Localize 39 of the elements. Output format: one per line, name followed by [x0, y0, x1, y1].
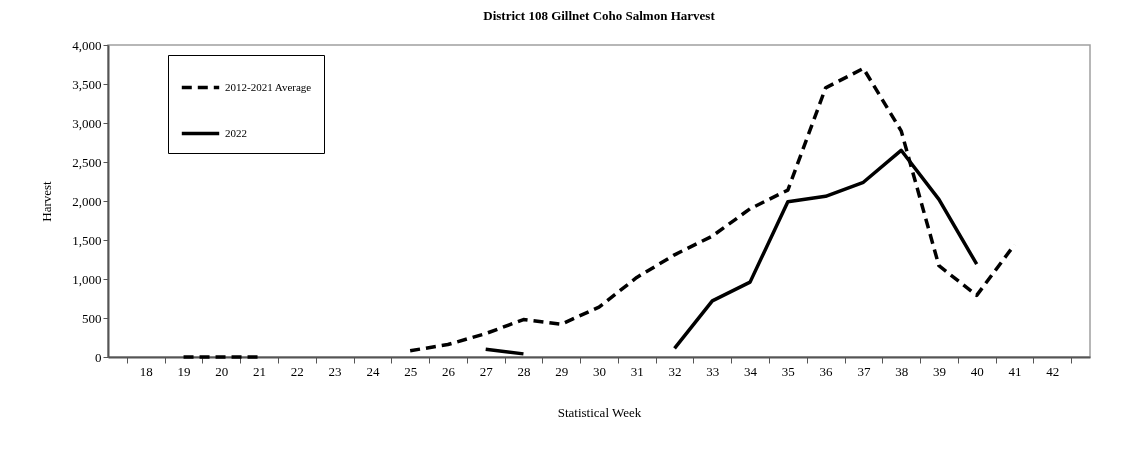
x-tick-label: 35 — [781, 363, 795, 379]
x-tick-label: 42 — [1046, 363, 1060, 379]
x-tick-label: 21 — [253, 363, 267, 379]
legend-label: 2012-2021 Average — [225, 80, 312, 93]
y-tick-label: 2,000 — [72, 193, 102, 209]
x-tick-label: 23 — [328, 363, 342, 379]
x-tick-label: 29 — [555, 363, 569, 379]
x-tick-label: 31 — [630, 363, 644, 379]
y-tick-label: 500 — [82, 310, 102, 326]
y-tick-label: 1,000 — [72, 271, 102, 287]
y-axis-title: Harvest — [39, 180, 55, 222]
x-tick-label: 24 — [366, 363, 380, 379]
x-tick-label: 18 — [139, 363, 153, 379]
x-tick-label: 39 — [932, 363, 946, 379]
y-tick-label: 3,500 — [72, 76, 102, 92]
x-tick-label: 28 — [517, 363, 531, 379]
x-tick-label: 25 — [404, 363, 418, 379]
x-tick-label: 33 — [706, 363, 720, 379]
x-tick-label: 30 — [593, 363, 606, 379]
chart-title: District 108 Gillnet Coho Salmon Harvest — [483, 8, 716, 23]
x-tick-label: 34 — [744, 363, 758, 379]
x-tick-label: 32 — [668, 363, 682, 379]
x-tick-label: 26 — [441, 363, 456, 379]
y-tick-label: 4,000 — [72, 37, 102, 53]
x-tick-label: 19 — [177, 363, 191, 379]
x-tick-label: 41 — [1008, 363, 1022, 379]
y-tick-label: 2,500 — [72, 154, 102, 170]
x-axis-title: Statistical Week — [557, 404, 642, 420]
x-tick-label: 40 — [970, 363, 984, 379]
x-tick-label: 38 — [895, 363, 909, 379]
x-tick-label: 37 — [857, 363, 871, 379]
y-tick-label: 3,000 — [72, 115, 102, 131]
x-tick-label: 36 — [819, 363, 834, 379]
x-tick-label: 22 — [290, 363, 304, 379]
y-tick-label: 0 — [95, 349, 102, 365]
legend-label: 2022 — [225, 126, 247, 139]
x-tick-label: 20 — [215, 363, 229, 379]
x-tick-label: 27 — [479, 363, 494, 379]
y-tick-label: 1,500 — [72, 232, 102, 248]
